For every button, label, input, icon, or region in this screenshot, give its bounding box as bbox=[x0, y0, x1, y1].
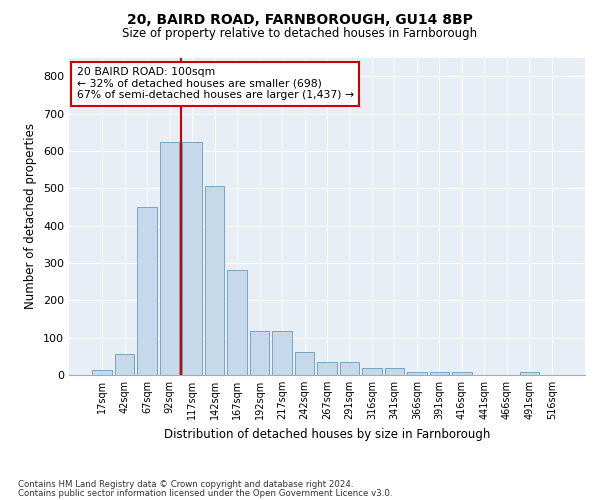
Text: Contains public sector information licensed under the Open Government Licence v3: Contains public sector information licen… bbox=[18, 488, 392, 498]
Bar bbox=[452, 372, 472, 375]
Bar bbox=[227, 270, 247, 375]
Bar bbox=[115, 354, 134, 375]
Y-axis label: Number of detached properties: Number of detached properties bbox=[25, 123, 37, 309]
Text: 20 BAIRD ROAD: 100sqm
← 32% of detached houses are smaller (698)
67% of semi-det: 20 BAIRD ROAD: 100sqm ← 32% of detached … bbox=[77, 67, 354, 100]
Bar bbox=[272, 331, 292, 375]
Bar bbox=[340, 362, 359, 375]
Bar bbox=[407, 372, 427, 375]
Bar bbox=[317, 362, 337, 375]
Bar bbox=[92, 370, 112, 375]
Bar bbox=[520, 372, 539, 375]
Text: Size of property relative to detached houses in Farnborough: Size of property relative to detached ho… bbox=[122, 28, 478, 40]
Bar bbox=[205, 186, 224, 375]
Bar bbox=[250, 331, 269, 375]
Bar bbox=[160, 142, 179, 375]
Bar bbox=[362, 368, 382, 375]
Bar bbox=[137, 207, 157, 375]
Text: Contains HM Land Registry data © Crown copyright and database right 2024.: Contains HM Land Registry data © Crown c… bbox=[18, 480, 353, 489]
Text: 20, BAIRD ROAD, FARNBOROUGH, GU14 8BP: 20, BAIRD ROAD, FARNBOROUGH, GU14 8BP bbox=[127, 12, 473, 26]
Bar bbox=[295, 352, 314, 375]
Bar bbox=[430, 372, 449, 375]
Bar bbox=[182, 142, 202, 375]
X-axis label: Distribution of detached houses by size in Farnborough: Distribution of detached houses by size … bbox=[164, 428, 490, 440]
Bar bbox=[385, 368, 404, 375]
